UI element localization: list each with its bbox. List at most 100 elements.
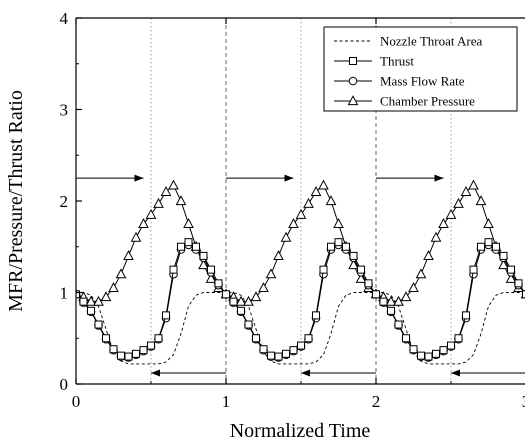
thrust-point — [177, 242, 185, 251]
thrust-point — [252, 334, 260, 343]
thrust-point — [237, 306, 245, 315]
chamber-pressure-point — [348, 259, 359, 270]
y-tick-label: 3 — [60, 101, 69, 120]
thrust-point — [76, 290, 80, 299]
chamber-pressure-point — [138, 218, 149, 228]
chamber-pressure-point — [385, 295, 397, 306]
chamber-pressure-point — [333, 218, 344, 228]
chamber-pressure-point — [100, 291, 112, 302]
chamber-pressure-point — [438, 218, 449, 228]
thrust-point — [394, 320, 403, 329]
chamber-pressure-point — [265, 268, 277, 279]
chamber-pressure-point — [250, 291, 262, 302]
thrust-point — [417, 351, 425, 360]
chamber-pressure-point — [160, 185, 172, 196]
thrust-point — [297, 341, 305, 350]
chamber-pressure-point — [318, 179, 329, 190]
thrust-point — [124, 352, 133, 361]
thrust-point — [117, 351, 125, 360]
thrust-point — [192, 242, 200, 251]
thrust-point — [522, 290, 525, 299]
thrust-point — [94, 320, 103, 329]
thrust-point — [349, 57, 357, 65]
legend-label: Mass Flow Rate — [380, 74, 465, 89]
series-chamber-pressure — [76, 179, 525, 306]
chamber-pressure-point — [108, 282, 119, 293]
thrust-point — [447, 341, 455, 350]
arrow — [451, 369, 525, 377]
thrust-point — [424, 352, 433, 361]
x-axis-title: Normalized Time — [230, 420, 371, 442]
thrust-point — [244, 320, 253, 329]
thrust-point — [282, 349, 290, 358]
chamber-pressure-point — [145, 208, 157, 219]
tick-labels: 0 1 2 3 0 1 2 3 4 — [60, 9, 525, 411]
thrust-point — [274, 352, 283, 361]
chamber-pressure-point — [258, 282, 269, 293]
thrust-point — [432, 349, 440, 358]
thrust-point — [402, 334, 410, 343]
arrow — [76, 174, 144, 182]
chamber-pressure-point — [483, 218, 494, 228]
thrust-point — [349, 251, 358, 260]
x-tick-label: 3 — [522, 392, 525, 411]
thrust-point — [499, 251, 508, 260]
chamber-pressure-point — [355, 272, 367, 283]
thrust-point — [154, 334, 163, 343]
thrust-point — [364, 279, 373, 288]
thrust-point — [102, 334, 110, 343]
y-axis-title: MFR/Pressure/Thrust Ratio — [5, 90, 27, 312]
chamber-pressure-point — [415, 268, 427, 279]
thrust-point — [87, 306, 95, 315]
chamber-pressure-point — [85, 295, 97, 306]
chamber-pressure-point — [468, 179, 479, 190]
thrust-point — [147, 341, 155, 350]
legend-label: Chamber Pressure — [380, 94, 475, 109]
series-layer — [76, 179, 525, 365]
thrust-point — [199, 251, 208, 260]
y-tick-label: 0 — [60, 375, 69, 394]
arrow — [376, 174, 444, 182]
thrust-point — [469, 265, 478, 274]
chamber-pressure-point — [130, 231, 142, 242]
thrust-point — [109, 345, 118, 354]
chamber-pressure-point — [498, 259, 509, 270]
chamber-pressure-point — [475, 195, 487, 206]
y-tick-label: 4 — [60, 9, 69, 28]
mass-flow-rate-point — [348, 76, 358, 86]
thrust-point — [132, 349, 140, 358]
chamber-pressure-point — [168, 179, 179, 190]
thrust-point — [289, 346, 298, 355]
chamber-pressure-point — [408, 282, 419, 293]
x-tick-label: 0 — [72, 392, 81, 411]
chamber-pressure-point — [505, 272, 517, 283]
thrust-point — [259, 345, 268, 354]
thrust-point — [304, 334, 313, 343]
thrust-point — [484, 238, 493, 247]
thrust-point — [184, 238, 193, 247]
chamber-pressure-point — [445, 208, 457, 219]
thrust-point — [229, 297, 238, 306]
thrust-point — [357, 265, 365, 274]
thrust-point — [514, 279, 523, 288]
chamber-pressure-point — [235, 295, 247, 306]
thrust-point — [387, 306, 395, 315]
thrust-point — [334, 238, 343, 247]
chamber-pressure-point — [183, 218, 194, 228]
thrust-point — [162, 311, 170, 320]
vertical-reference-lines — [150, 18, 452, 384]
thrust-point — [507, 265, 515, 274]
chamber-pressure-point — [123, 250, 134, 260]
thrust-point — [379, 297, 388, 306]
legend-item: Thrust — [334, 54, 414, 69]
thrust-point — [214, 279, 223, 288]
chamber-pressure-point — [205, 272, 217, 283]
series-thrust — [76, 238, 525, 361]
chamber-pressure-point — [347, 95, 359, 106]
thrust-point — [139, 346, 148, 355]
chamber-pressure-point — [460, 185, 472, 196]
chamber-pressure-point — [400, 291, 412, 302]
chamber-pressure-point — [423, 250, 434, 260]
chamber-pressure-point — [280, 231, 292, 242]
